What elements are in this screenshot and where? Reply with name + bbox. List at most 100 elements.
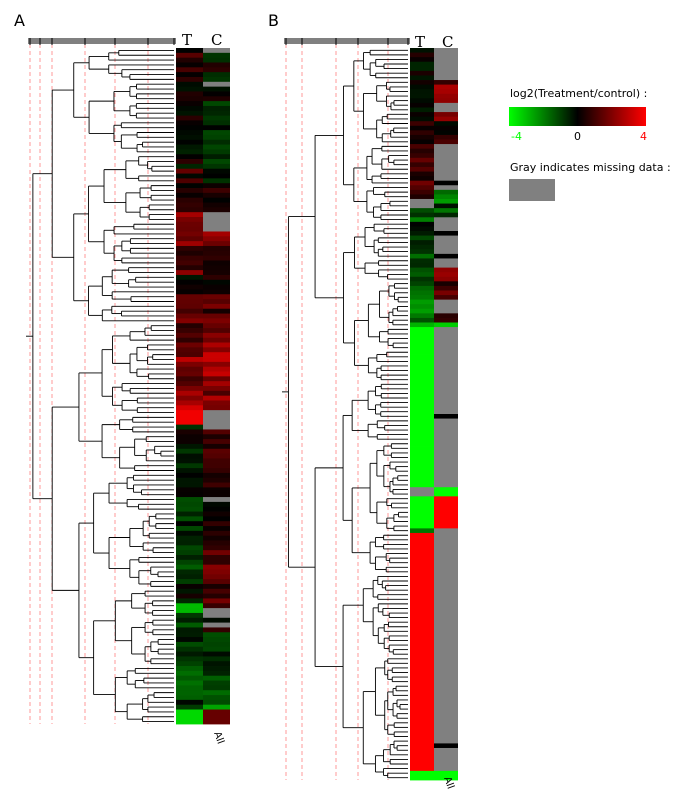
heatmap-cell-c xyxy=(434,683,458,689)
heatmap-cell-t xyxy=(410,496,434,502)
heatmap-cell-c xyxy=(434,587,458,593)
heatmap-cell-c xyxy=(434,331,458,337)
heatmap-cell-t xyxy=(410,441,434,447)
heatmap-cell-c xyxy=(434,523,458,529)
heatmap-cell-t xyxy=(410,523,434,529)
heatmap-cell-t xyxy=(410,162,434,168)
heatmap-cell-t xyxy=(410,144,434,150)
heatmap-cell-c xyxy=(203,695,230,701)
heatmap-cell-t xyxy=(176,564,203,570)
heatmap-cell-t xyxy=(410,244,434,250)
heatmap-cell-c xyxy=(434,336,458,342)
heatmap-cell-t xyxy=(410,720,434,726)
legend-missing-swatch xyxy=(509,179,555,201)
heatmap-cell-t xyxy=(176,506,203,512)
heatmap-cell-t xyxy=(410,423,434,429)
heatmap-cell-c xyxy=(434,349,458,355)
heatmap-cell-t xyxy=(410,75,434,81)
heatmap-cell-t xyxy=(410,679,434,685)
panel-b-guide-lines xyxy=(285,38,409,780)
heatmap-cell-t xyxy=(410,542,434,548)
heatmap-cell-t xyxy=(176,342,203,348)
heatmap-cell-t xyxy=(410,189,434,195)
heatmap-cell-c xyxy=(203,48,230,54)
heatmap-cell-t xyxy=(410,505,434,511)
heatmap-cell-t xyxy=(176,173,203,179)
heatmap-cell-c xyxy=(203,641,230,648)
heatmap-cell-t xyxy=(176,260,203,266)
heatmap-cell-c xyxy=(203,188,230,194)
heatmap-cell-t xyxy=(410,176,434,182)
heatmap-cell-t xyxy=(410,606,434,612)
heatmap-cell-c xyxy=(434,295,458,301)
heatmap-cell-c xyxy=(203,540,230,546)
heatmap-cell-c xyxy=(203,250,230,257)
heatmap-cell-c xyxy=(203,270,230,276)
heatmap-cell-t xyxy=(176,221,203,228)
heatmap-cell-t xyxy=(176,274,203,281)
heatmap-cell-c xyxy=(203,81,230,88)
heatmap-cell-c xyxy=(434,638,458,644)
heatmap-cell-c xyxy=(434,578,458,584)
heatmap-cell-c xyxy=(434,130,458,136)
heatmap-cell-c xyxy=(434,372,458,378)
heatmap-cell-c xyxy=(203,52,230,59)
heatmap-cell-c xyxy=(434,500,458,506)
heatmap-cell-t xyxy=(410,752,434,758)
heatmap-cell-t xyxy=(410,281,434,287)
heatmap-cell-c xyxy=(434,217,458,223)
heatmap-cell-c xyxy=(203,371,230,377)
heatmap-cell-c xyxy=(203,381,230,387)
heatmap-cell-t xyxy=(410,121,434,127)
heatmap-cell-t xyxy=(176,574,203,580)
panel-a: A T C All xyxy=(14,11,230,746)
heatmap-cell-c xyxy=(203,366,230,372)
heatmap-cell-c xyxy=(434,84,458,90)
heatmap-cell-t xyxy=(176,236,203,242)
legend-tick-min: -4 xyxy=(511,130,522,143)
heatmap-cell-t xyxy=(176,197,203,203)
heatmap-cell-t xyxy=(176,284,203,290)
heatmap-cell-t xyxy=(176,511,203,517)
heatmap-cell-t xyxy=(410,134,434,140)
heatmap-cell-c xyxy=(434,775,458,781)
heatmap-cell-c xyxy=(203,564,230,570)
heatmap-cell-c xyxy=(434,665,458,671)
heatmap-cell-t xyxy=(410,66,434,72)
heatmap-cell-t xyxy=(176,719,203,725)
heatmap-cell-t xyxy=(176,202,203,208)
heatmap-cell-t xyxy=(410,747,434,753)
heatmap-cell-c xyxy=(434,450,458,456)
heatmap-cell-c xyxy=(434,400,458,406)
legend: log2(Treatment/control) : -4 0 4 Gray in… xyxy=(509,87,671,201)
heatmap-cell-t xyxy=(176,709,203,715)
heatmap-cell-t xyxy=(410,770,434,776)
heatmap-cell-c xyxy=(203,511,230,517)
heatmap-cell-t xyxy=(410,299,434,305)
heatmap-cell-c xyxy=(434,221,458,227)
heatmap-cell-t xyxy=(176,646,203,652)
heatmap-cell-c xyxy=(203,675,230,681)
heatmap-cell-c xyxy=(434,514,458,520)
heatmap-cell-t xyxy=(410,519,434,525)
heatmap-cell-c xyxy=(203,472,230,479)
heatmap-cell-c xyxy=(434,761,458,767)
heatmap-cell-t xyxy=(176,323,203,329)
heatmap-cell-t xyxy=(410,52,434,58)
heatmap-cell-c xyxy=(434,674,458,680)
heatmap-cell-c xyxy=(434,702,458,708)
heatmap-cell-c xyxy=(203,651,230,657)
heatmap-cell-c xyxy=(434,231,458,236)
heatmap-cell-t xyxy=(410,688,434,694)
heatmap-cell-c xyxy=(203,439,230,445)
heatmap-cell-c xyxy=(203,434,230,440)
heatmap-cell-c xyxy=(203,342,230,348)
heatmap-cell-t xyxy=(410,482,434,488)
heatmap-cell-c xyxy=(203,101,230,107)
heatmap-cell-t xyxy=(410,98,434,104)
heatmap-cell-c xyxy=(434,414,458,419)
heatmap-cell-t xyxy=(410,240,434,246)
heatmap-cell-c xyxy=(203,632,230,638)
heatmap-cell-t xyxy=(176,699,203,706)
